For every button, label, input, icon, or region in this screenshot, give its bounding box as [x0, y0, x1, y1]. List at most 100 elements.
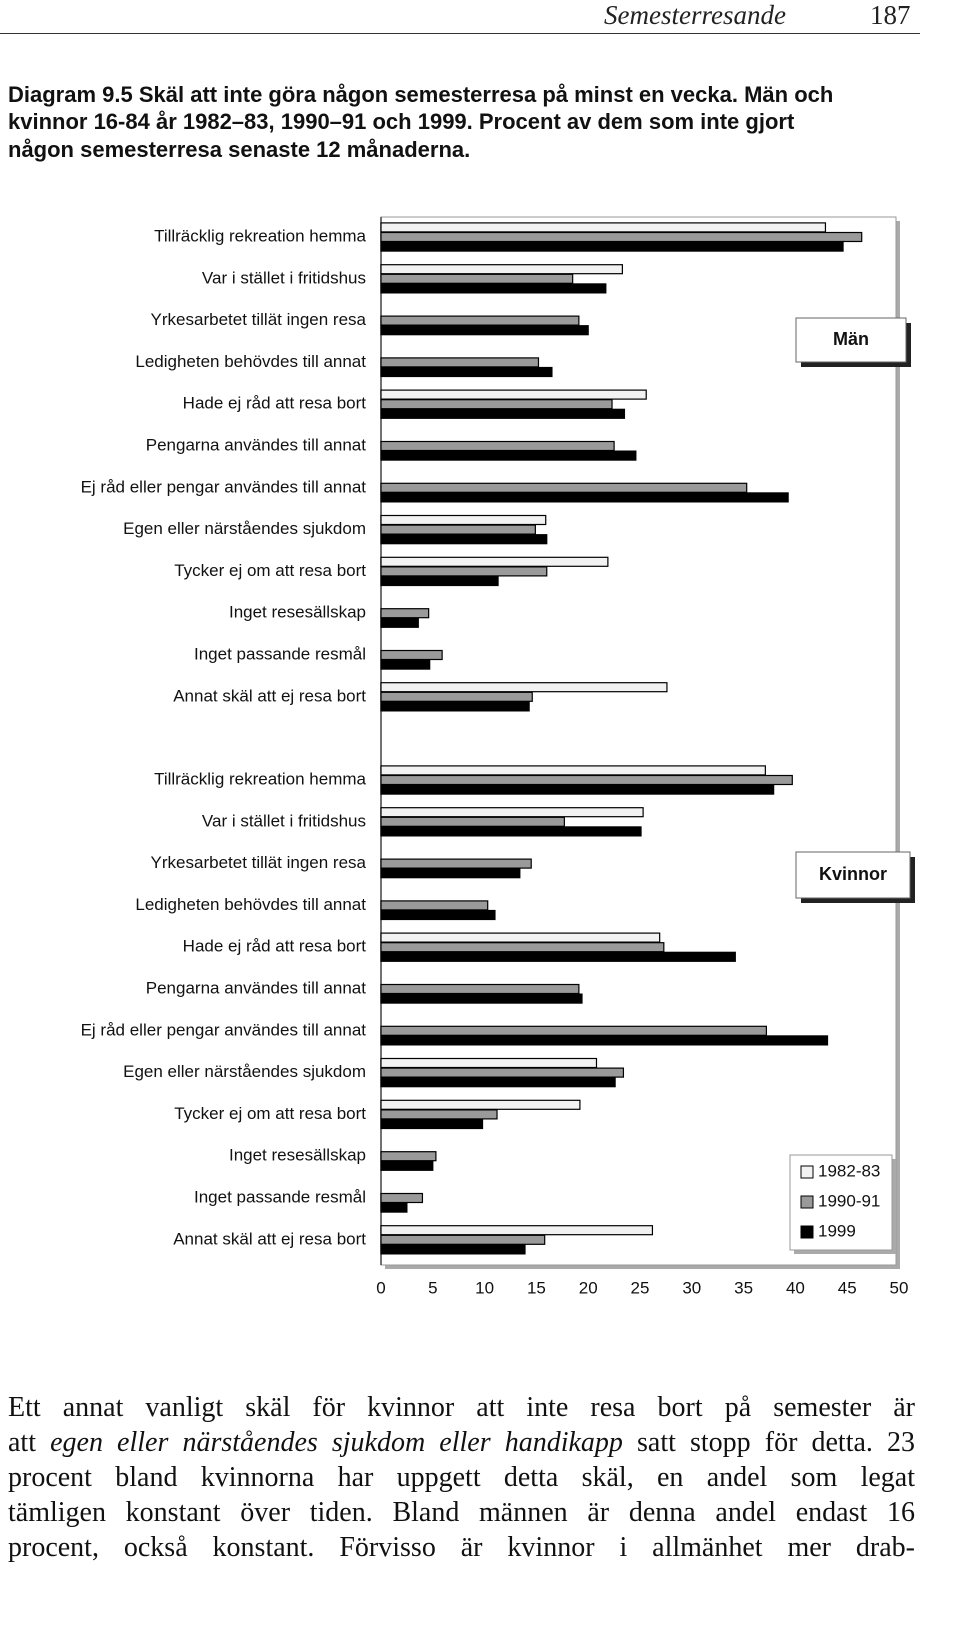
- chart: Tillräcklig rekreation hemma Var i ställe…: [81, 216, 915, 1297]
- category-label: Yrkesarbetet tillät ingen resa: [151, 310, 367, 329]
- bar: [380, 575, 499, 587]
- caption-line: någon semesterresa senaste 12 månaderna.: [8, 137, 471, 162]
- bar: [380, 450, 637, 461]
- x-tick-label: 25: [631, 1278, 650, 1297]
- category-label: Inget passande resmål: [194, 1187, 366, 1206]
- category-label: Tillräcklig rekreation hemma: [154, 769, 366, 788]
- bar: [380, 1192, 424, 1204]
- bar: [380, 649, 443, 661]
- bar: [380, 691, 533, 702]
- emphasis: egen eller närståendes sjukdom eller han…: [50, 1427, 623, 1458]
- panel-label-box: [795, 317, 907, 363]
- bar: [380, 942, 665, 953]
- bar: [380, 492, 789, 503]
- text: att: [8, 1427, 51, 1458]
- bar: [380, 556, 609, 567]
- bar: [380, 1035, 829, 1046]
- bar: [380, 993, 583, 1004]
- bar: [380, 357, 540, 368]
- bar: [380, 1067, 625, 1078]
- category-label: Pengarna användes till annat: [146, 435, 366, 454]
- x-tick-label: 10: [475, 1278, 494, 1297]
- body-line: Ett annat vanligt skäl för kvinnor att i…: [8, 1392, 915, 1423]
- header-rule: [0, 33, 920, 34]
- x-tick-label: 50: [890, 1278, 909, 1297]
- category-label: Var i stället i fritidshus: [202, 268, 366, 287]
- bar: [380, 1225, 654, 1236]
- category-label: Inget resesällskap: [229, 603, 366, 622]
- category-label: Inget passande resmål: [194, 644, 366, 663]
- x-tick-label: 0: [376, 1278, 385, 1297]
- bar: [380, 514, 547, 526]
- bar: [380, 566, 548, 577]
- bar: [380, 325, 589, 336]
- category-label: Yrkesarbetet tillät ingen resa: [151, 853, 367, 872]
- body-line: procent bland kvinnorna har uppgett dett…: [8, 1462, 915, 1493]
- bar: [380, 608, 430, 619]
- legend-label: 1982-83: [818, 1161, 880, 1180]
- legend-swatch: [800, 1165, 814, 1179]
- category-label: Ledigheten behövdes till annat: [135, 895, 366, 914]
- bar: [380, 765, 766, 776]
- body-line: procent, också konstant. Förvisso är kvi…: [8, 1532, 915, 1563]
- bar: [380, 524, 536, 535]
- bar: [380, 682, 668, 693]
- category-label: Annat skäl att ej resa bort: [173, 1229, 366, 1248]
- panel-label-box: [795, 851, 911, 899]
- category-label: Pengarna användes till annat: [146, 978, 366, 997]
- caption-line: kvinnor 16-84 år 1982–83, 1990–91 och 19…: [8, 109, 795, 134]
- running-title: Semesterresande: [604, 0, 786, 30]
- category-label: Egen eller närståendes sjukdom: [123, 519, 366, 538]
- bar: [380, 440, 615, 452]
- category-label: Egen eller närståendes sjukdom: [123, 1062, 366, 1081]
- legend-swatch: [800, 1225, 814, 1239]
- text: satt stopp för detta. 23: [622, 1427, 915, 1458]
- bar: [380, 1109, 498, 1120]
- x-tick-label: 15: [527, 1278, 546, 1297]
- category-label: Annat skäl att ej resa bort: [173, 686, 366, 705]
- panel-label: Män: [833, 329, 869, 349]
- category-label: Tycker ej om att resa bort: [174, 1104, 366, 1123]
- bar: [380, 482, 748, 493]
- bar: [380, 1118, 484, 1130]
- bar: [380, 617, 419, 628]
- bar: [380, 399, 613, 410]
- caption-line: Diagram 9.5 Skäl att inte göra någon sem…: [8, 82, 834, 107]
- category-label: Tillräcklig rekreation hemma: [154, 226, 366, 245]
- bar: [380, 983, 580, 995]
- bar: [380, 868, 521, 879]
- bar: [380, 900, 489, 911]
- bar: [380, 1077, 616, 1088]
- bar: [380, 315, 580, 326]
- bar: [380, 909, 496, 921]
- bar: [380, 784, 775, 795]
- bar: [380, 701, 530, 712]
- category-label: Tycker ej om att resa bort: [174, 561, 366, 580]
- category-label: Hade ej råd att resa bort: [183, 394, 367, 413]
- bar: [380, 774, 793, 786]
- bar: [380, 1099, 581, 1110]
- category-label: Ej råd eller pengar användes till annat: [81, 477, 367, 496]
- legend-label: 1999: [818, 1221, 856, 1240]
- bar: [380, 1151, 437, 1162]
- bar: [380, 807, 644, 818]
- bar: [380, 408, 626, 419]
- bar: [380, 241, 844, 252]
- x-tick-label: 40: [786, 1278, 805, 1297]
- bar: [380, 1025, 767, 1036]
- bar: [380, 366, 553, 378]
- bar: [380, 1057, 598, 1069]
- x-tick-label: 45: [838, 1278, 857, 1297]
- bar: [380, 1202, 408, 1213]
- bar: [380, 283, 607, 294]
- x-tick-label: 5: [428, 1278, 437, 1297]
- category-label: Inget resesällskap: [229, 1146, 366, 1165]
- bar: [380, 273, 574, 284]
- body-line: tämligen konstant över tiden. Bland männ…: [8, 1497, 915, 1528]
- category-label: Ej råd eller pengar användes till annat: [81, 1020, 367, 1039]
- bar: [380, 389, 647, 400]
- bar: [380, 858, 532, 869]
- bar: [380, 1160, 434, 1171]
- body-line: att egen eller närståendes sjukdom eller…: [8, 1425, 915, 1460]
